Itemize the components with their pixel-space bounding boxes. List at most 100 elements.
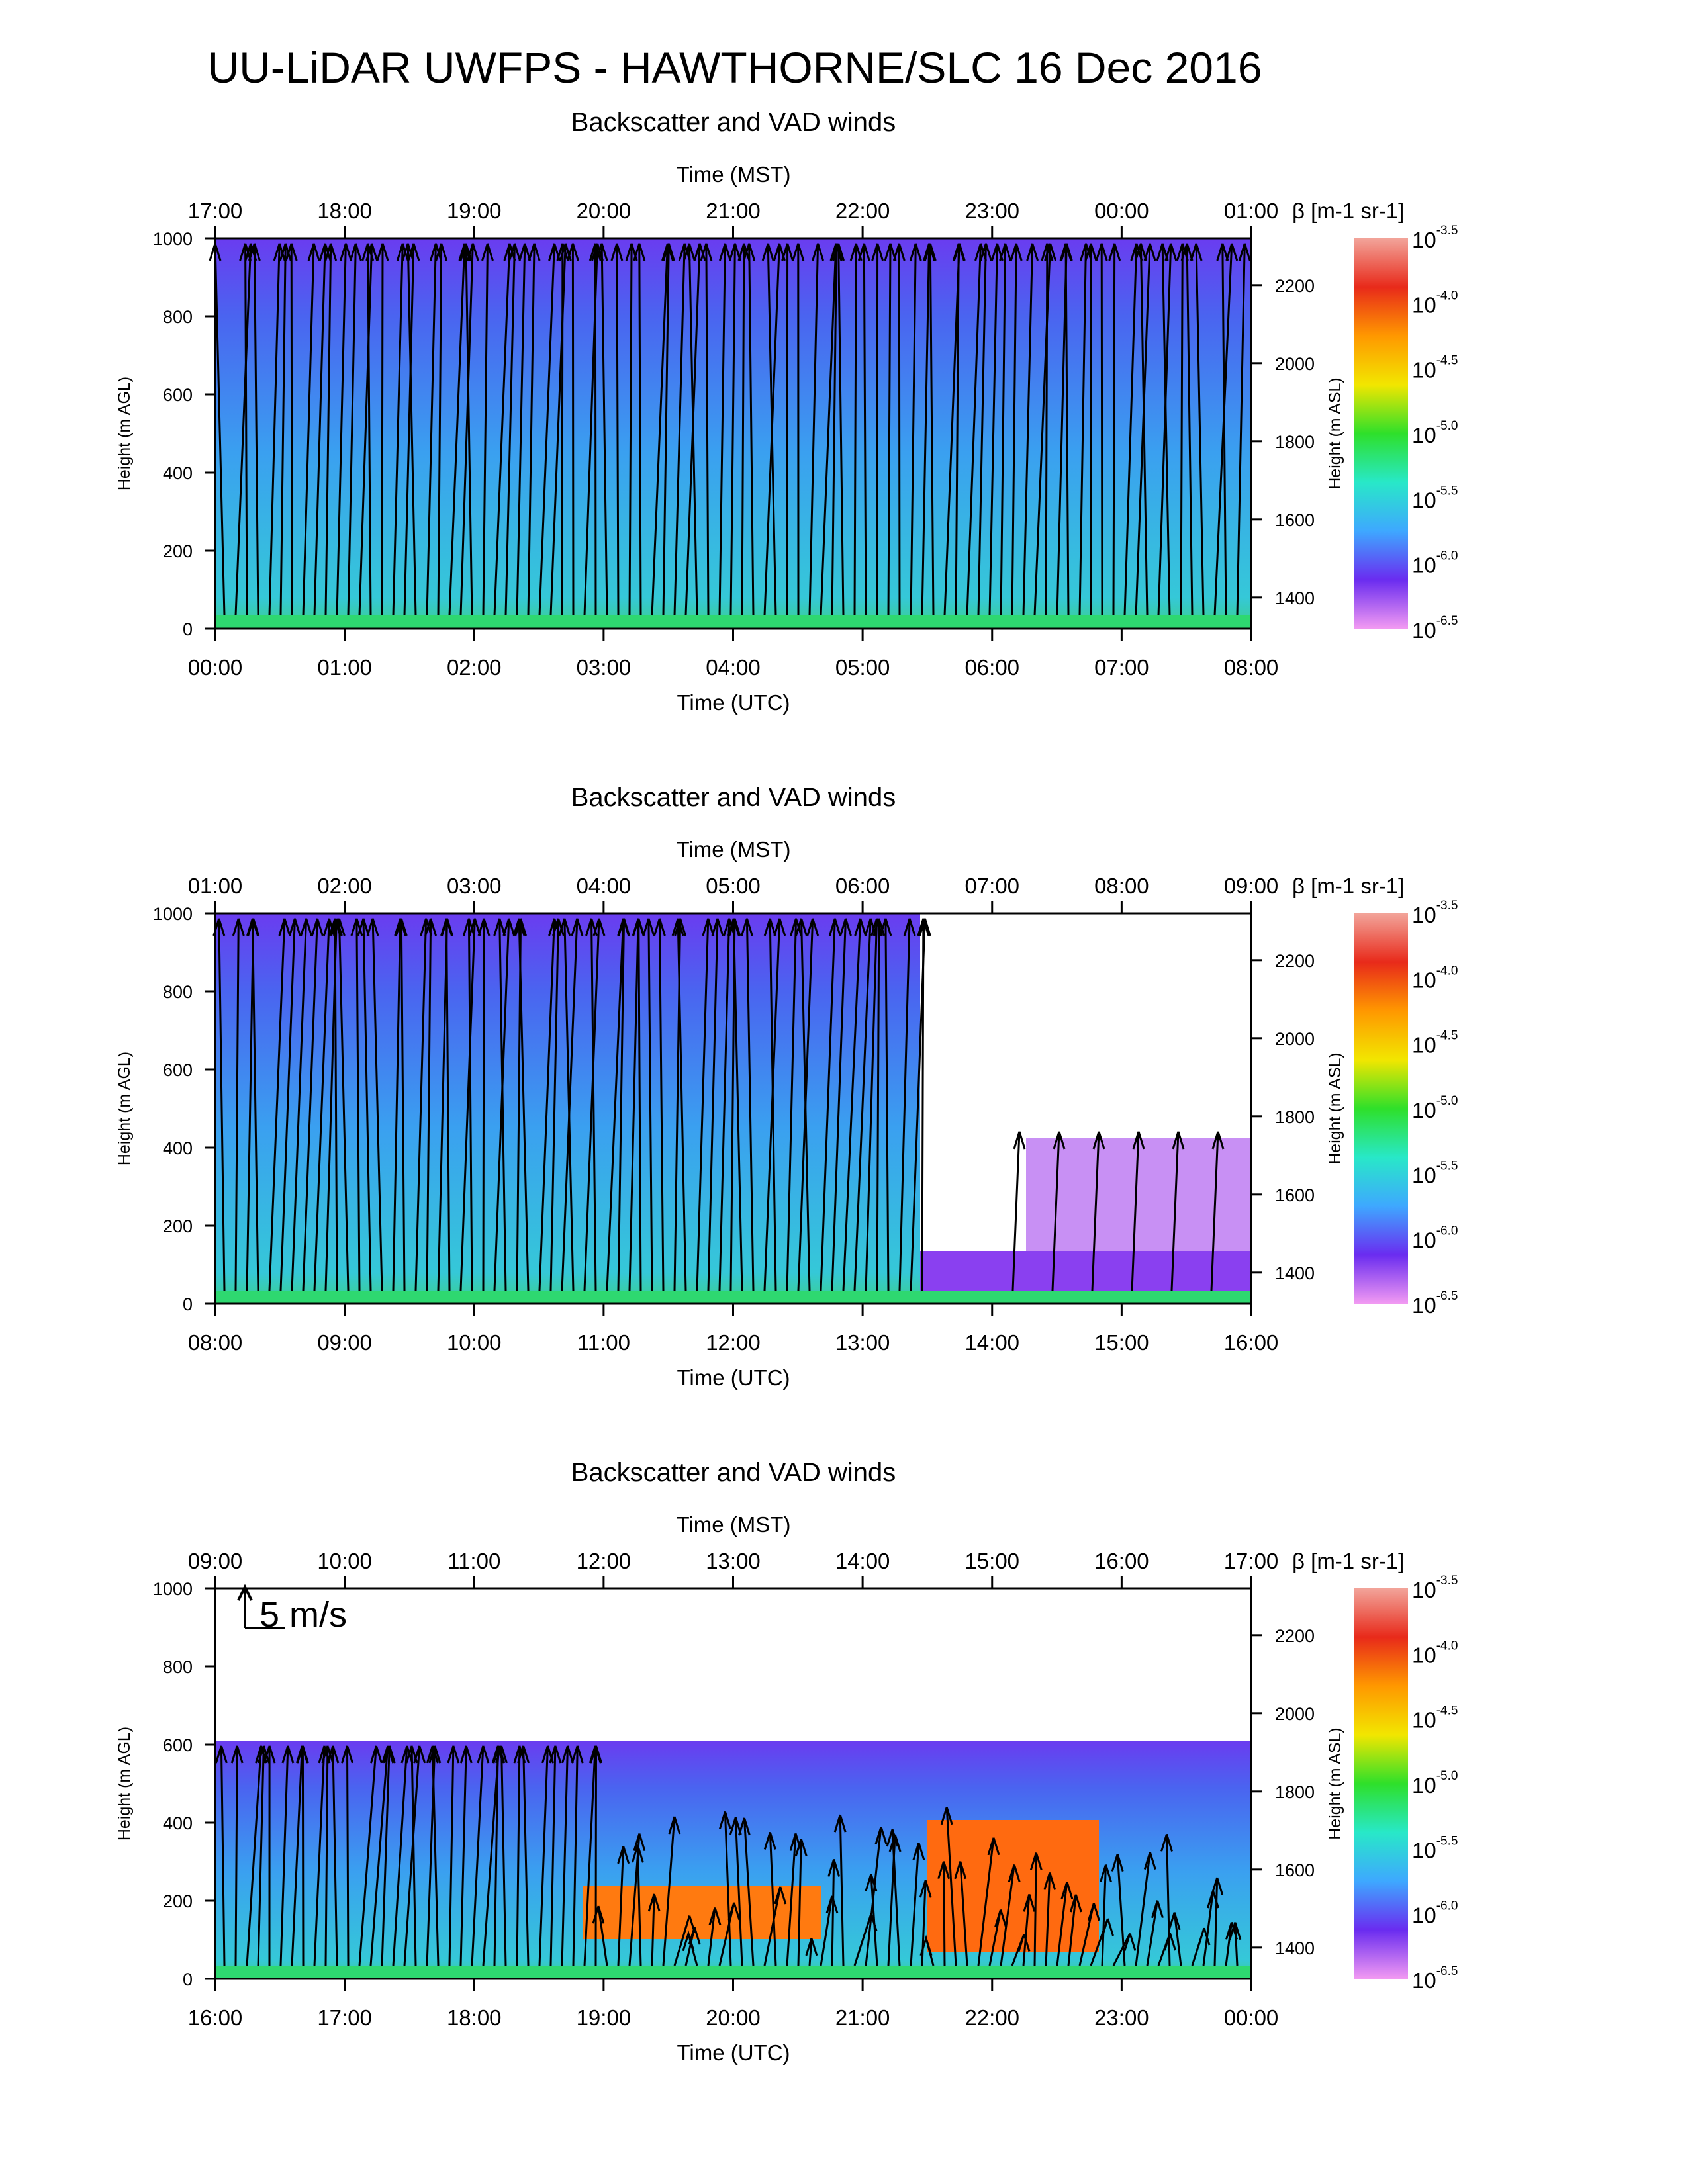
wind-barb [447,1745,460,1966]
colorbar [1354,238,1408,629]
wind-barb [481,243,494,616]
wind-barb [633,243,646,616]
wind-barb [820,918,841,1291]
left-tick-label: 0 [183,1295,193,1314]
wind-barb [795,918,811,1291]
wind-barb [910,918,931,1291]
wind-barb [631,1844,644,1966]
colorbar-tick-exponent: -3.5 [1436,1574,1458,1588]
left-axis-label: Height (m AGL) [115,377,134,490]
wind-barb [571,1745,584,1966]
wind-barb [707,1907,722,1966]
wind-barb [592,1905,608,1966]
wind-barb [376,243,389,616]
wind-barb [827,1858,841,1966]
wind-barb [647,1893,661,1966]
colorbar-tick-base: 10 [1412,1968,1436,1993]
colorbar-tick-label: 10-6.5 [1412,1964,1458,1993]
wind-barb [538,1745,554,1966]
left-tick-label: 1000 [153,1579,193,1599]
wind-barb [341,1745,353,1966]
wind-barb [1210,1131,1225,1291]
colorbar-tick-base: 10 [1412,1838,1436,1862]
colorbar-tick-base: 10 [1412,1643,1436,1667]
colorbar-label: β [m-1 sr-1] [1292,199,1404,223]
wind-barb [435,243,448,616]
panel-title: Backscatter and VAD winds [571,783,896,812]
wind-barb [617,1846,630,1966]
wind-barb [1056,1882,1074,1966]
bottom-axis-label: Time (UTC) [677,690,790,715]
colorbar-tick-label: 10-4.5 [1412,1029,1458,1058]
wind-barb [1022,243,1039,616]
backscatter-panel-2: Backscatter and VAD winds Time (MST) 08:00… [115,783,1458,1390]
wind-barb [1084,243,1098,615]
left-tick-label: 800 [163,307,193,327]
colorbar-tick-base: 10 [1412,1903,1436,1928]
surface-layer [215,1966,1251,1979]
wind-barb [682,243,698,616]
wind-barb [588,243,602,616]
panel-title: Backscatter and VAD winds [571,1458,896,1487]
wind-barb [462,918,475,1291]
wind-barb [1043,1872,1056,1966]
wind-barb [671,918,687,1291]
colorbar-tick-label: 10-5.5 [1412,1159,1458,1187]
figure-title: UU-LiDAR UWFPS - HAWTHORNE/SLC 16 Dec 20… [207,43,1262,92]
wind-barb [395,918,408,1291]
wind-barb [291,918,313,1291]
bottom-tick-label: 20:00 [706,2005,761,2030]
wind-barb [831,918,852,1291]
colorbar-tick-label: 10-3.5 [1412,1574,1458,1602]
wind-barb [358,1745,383,1966]
right-tick-label: 2000 [1275,1029,1315,1049]
wind-barb [459,1745,473,1966]
wind-barb [1213,243,1239,616]
colorbar-tick-base: 10 [1412,423,1436,447]
colorbar-tick-exponent: -4.0 [1436,1639,1458,1653]
left-tick-label: 400 [163,1813,193,1833]
colorbar-tick-exponent: -4.0 [1436,289,1458,302]
left-tick-label: 200 [163,1891,193,1911]
wind-barb [1236,243,1251,616]
colorbar-tick-exponent: -6.0 [1436,1224,1458,1238]
wind-barb [302,243,320,616]
colorbar-tick-exponent: -5.0 [1436,1769,1458,1783]
wind-barb [673,918,687,1291]
top-tick-label: 10:00 [317,1549,372,1573]
colorbar-tick-base: 10 [1412,1578,1436,1602]
left-tick-label: 600 [163,385,193,405]
left-axis-label: Height (m AGL) [115,1727,134,1841]
wind-barb [512,918,530,1291]
wind-barb [910,1843,925,1966]
wind-barb [426,1745,442,1966]
right-axis-label: Height (m ASL) [1326,377,1344,490]
wind-barb [426,1745,440,1966]
wind-barb [761,243,777,616]
wind-barb [805,1938,818,1966]
colorbar-tick-label: 10-5.0 [1412,1769,1458,1797]
top-tick-label: 12:00 [577,1549,632,1573]
wind-barb [495,1745,508,1966]
wind-barb [1041,243,1054,616]
wind-barb [1051,1131,1066,1291]
wind-barb [347,243,362,616]
right-tick-label: 1400 [1275,588,1315,608]
wind-barb [865,1827,888,1966]
colorbar-label: β [m-1 sr-1] [1292,874,1404,898]
colorbar-tick-base: 10 [1412,488,1436,512]
backscatter-fill-low [920,1251,1251,1291]
colorbar-tick-base: 10 [1412,903,1436,927]
wind-barb [324,243,338,616]
wind-barb [763,1886,787,1966]
wind-barb [794,1839,808,1966]
wind-barb [514,918,528,1291]
top-tick-label: 17:00 [1224,1549,1279,1573]
wind-barb [1211,1877,1224,1966]
wind-barbs [214,1745,1242,1966]
wind-barb [214,1745,228,1966]
wind-barb [718,1811,732,1966]
wind-barb [566,243,579,616]
colorbar-tick-label: 10-6.5 [1412,1289,1458,1318]
left-axis-label: Height (m AGL) [115,1052,134,1165]
